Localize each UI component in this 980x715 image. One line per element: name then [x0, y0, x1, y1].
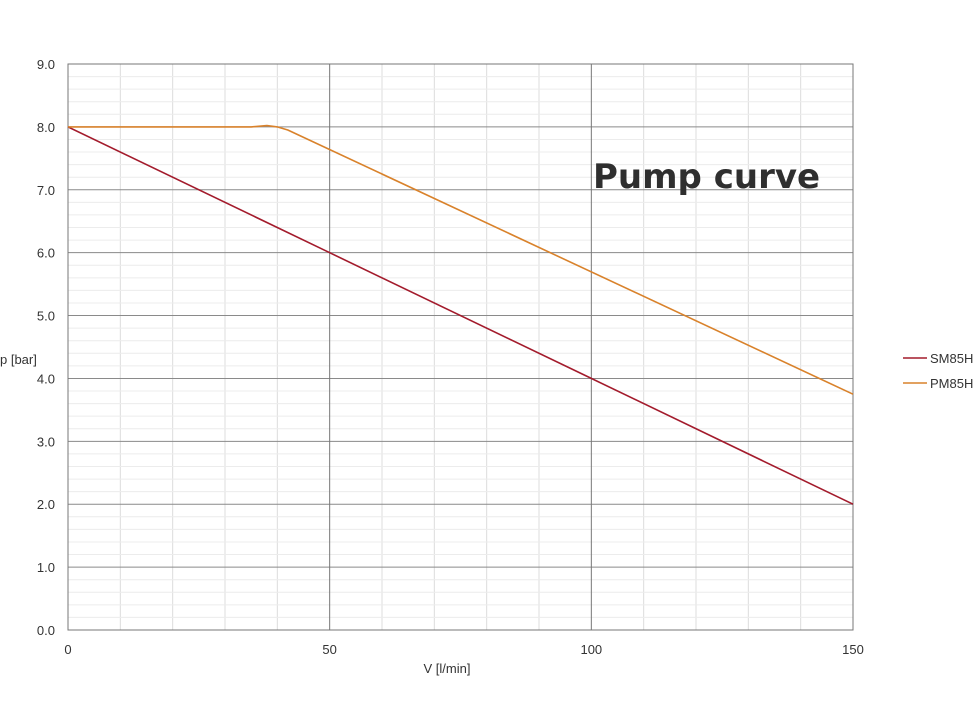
series-lines: [67, 124, 854, 505]
chart-title: Pump curve: [593, 157, 820, 197]
plot-border: [67, 63, 854, 631]
y-axis-label: p [bar]: [0, 352, 37, 367]
x-tick-label: 0: [64, 642, 71, 657]
series-line-pm85h: [68, 124, 854, 395]
y-tick-label: 3.0: [37, 434, 55, 449]
y-tick-label: 9.0: [37, 57, 55, 72]
y-tick-label: 7.0: [37, 183, 55, 198]
legend: SM85H PM85H: [903, 351, 973, 391]
series-line-sm85h: [67, 126, 854, 505]
x-tick-label: 150: [842, 642, 864, 657]
x-tick-label: 50: [322, 642, 336, 657]
plot-frame: [67, 63, 854, 631]
y-tick-label: 0.0: [37, 623, 55, 638]
y-tick-label: 8.0: [37, 120, 55, 135]
legend-label-pm85h: PM85H: [930, 376, 973, 391]
y-tick-label: 4.0: [37, 371, 55, 386]
y-tick-labels: 0.0 1.0 2.0 3.0 4.0 5.0 6.0 7.0 8.0 9.0: [37, 57, 55, 638]
y-tick-label: 6.0: [37, 246, 55, 261]
major-gridlines: [67, 63, 854, 631]
y-tick-label: 5.0: [37, 309, 55, 324]
y-tick-label: 1.0: [37, 560, 55, 575]
x-tick-labels: 0 50 100 150: [64, 642, 863, 657]
minor-gridlines: [68, 64, 853, 630]
y-tick-label: 2.0: [37, 497, 55, 512]
x-axis-label: V [l/min]: [424, 661, 471, 676]
x-tick-label: 100: [580, 642, 602, 657]
legend-label-sm85h: SM85H: [930, 351, 973, 366]
